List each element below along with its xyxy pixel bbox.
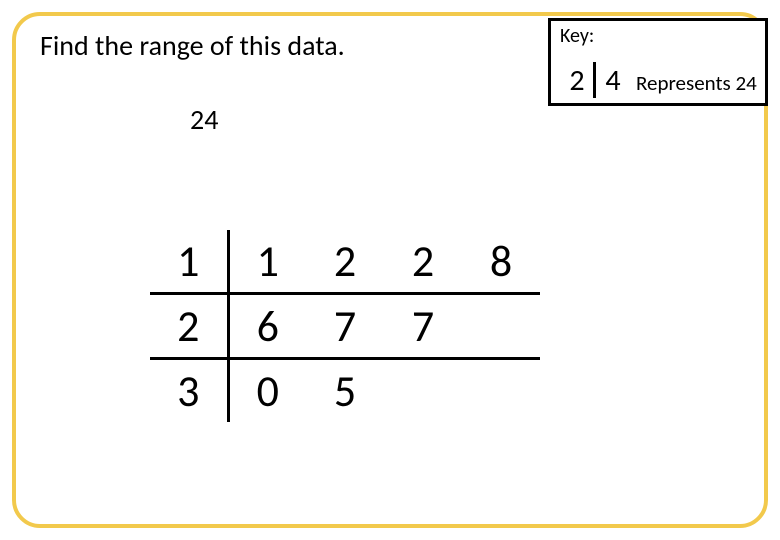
- key-represents: Represents 24: [636, 70, 757, 96]
- leaf-cell: 7: [306, 294, 384, 359]
- key-divider: [593, 62, 596, 98]
- stemleaf-row: 1 1 2 2 8: [150, 230, 540, 294]
- leaf-cell: [384, 359, 462, 423]
- leaf-cell: 6: [228, 294, 306, 359]
- stem-leaf-plot: 1 1 2 2 8 2 6 7 7 3 0 5: [150, 230, 540, 422]
- leaf-cell: [462, 359, 540, 423]
- stemleaf-row: 2 6 7 7: [150, 294, 540, 359]
- leaf-cell: 2: [384, 230, 462, 294]
- key-label: Key:: [560, 24, 594, 48]
- leaf-cell: 0: [228, 359, 306, 423]
- key-leaf: 4: [600, 62, 626, 99]
- leaf-cell: 7: [384, 294, 462, 359]
- leaf-cell: [462, 294, 540, 359]
- stem-cell: 1: [150, 230, 228, 294]
- stem-cell: 2: [150, 294, 228, 359]
- key-stem: 2: [564, 62, 590, 99]
- question-text: Find the range of this data.: [40, 28, 345, 63]
- leaf-cell: 1: [228, 230, 306, 294]
- stem-cell: 3: [150, 359, 228, 423]
- leaf-cell: 8: [462, 230, 540, 294]
- answer-value: 24: [190, 102, 218, 137]
- leaf-cell: 5: [306, 359, 384, 423]
- stemleaf-row: 3 0 5: [150, 359, 540, 423]
- leaf-cell: 2: [306, 230, 384, 294]
